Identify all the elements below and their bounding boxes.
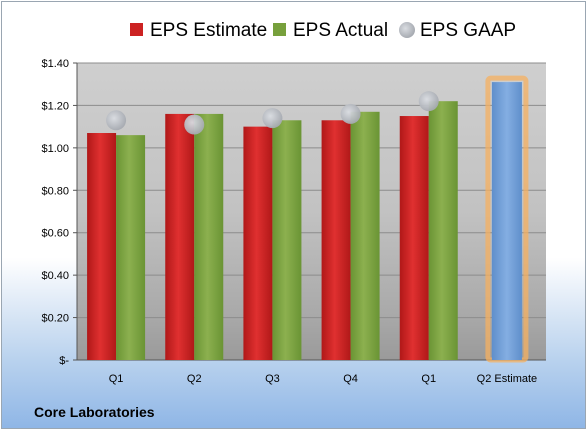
point-eps-gaap bbox=[418, 91, 439, 112]
bar-eps-estimate bbox=[321, 120, 351, 361]
bar-eps-actual bbox=[272, 120, 302, 361]
point-eps-gaap bbox=[340, 103, 361, 124]
y-tick-label: $1.40 bbox=[41, 58, 69, 70]
legend-swatch bbox=[399, 22, 415, 38]
legend-swatch bbox=[130, 23, 143, 36]
bar-eps-estimate bbox=[399, 116, 429, 361]
gridlines bbox=[73, 62, 546, 361]
y-axis-ticks: $1.40 $1.20 $1.00 $0.80 $0.60 $0.40 $0.20 $- bbox=[41, 58, 69, 367]
bar-eps-estimate bbox=[87, 133, 117, 360]
bar-forecast bbox=[491, 82, 522, 360]
legend-label: EPS Estimate bbox=[150, 20, 267, 41]
bar-eps-actual bbox=[350, 111, 380, 361]
bars bbox=[87, 75, 529, 363]
y-tick-label: $1.00 bbox=[41, 143, 69, 155]
x-tick-label: Q1 bbox=[421, 373, 436, 385]
legend-swatch bbox=[273, 23, 286, 36]
gaap-points bbox=[106, 91, 439, 135]
y-tick-label: $0.40 bbox=[41, 270, 69, 282]
x-tick-label: Q1 bbox=[109, 373, 124, 385]
plot-area bbox=[77, 63, 546, 360]
bar-eps-actual bbox=[116, 135, 146, 360]
x-tick-label: Q4 bbox=[343, 373, 358, 385]
bar-eps-actual bbox=[428, 101, 458, 360]
legend-label: EPS GAAP bbox=[420, 20, 516, 41]
point-eps-gaap bbox=[262, 108, 283, 129]
legend-label: EPS Actual bbox=[293, 20, 388, 41]
x-tick-label: Q2 bbox=[187, 373, 202, 385]
y-tick-label: $0.60 bbox=[41, 228, 69, 240]
y-tick-label: $- bbox=[59, 355, 69, 367]
legend: EPS Estimate EPS Actual EPS GAAP bbox=[130, 20, 516, 41]
point-eps-gaap bbox=[106, 110, 127, 131]
x-axis-ticks: Q1 Q2 Q3 Q4 Q1 Q2 Estimate bbox=[109, 373, 537, 385]
y-tick-label: $0.20 bbox=[41, 313, 69, 325]
bar-eps-estimate bbox=[243, 126, 273, 361]
x-tick-label: Q2 Estimate bbox=[477, 373, 538, 385]
company-name: Core Laboratories bbox=[34, 404, 155, 420]
bar-eps-actual bbox=[194, 113, 224, 361]
point-eps-gaap bbox=[184, 114, 205, 135]
y-tick-label: $0.80 bbox=[41, 185, 69, 197]
y-tick-label: $1.20 bbox=[41, 100, 69, 112]
x-tick-label: Q3 bbox=[265, 373, 280, 385]
bar-eps-estimate bbox=[165, 113, 195, 361]
